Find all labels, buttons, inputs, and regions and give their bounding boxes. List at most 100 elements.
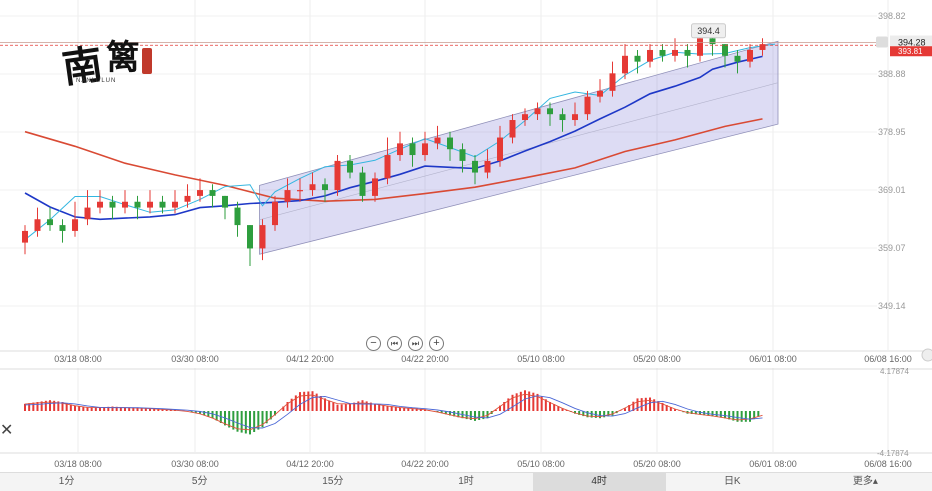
indicator-top-label: 4.17874 [880, 367, 909, 376]
y-tick-label: 388.88 [878, 69, 906, 79]
candle [684, 44, 691, 68]
candle [672, 38, 678, 62]
candle-body [684, 49, 691, 56]
period-tab-3[interactable]: 1时 [458, 476, 474, 487]
indicator-x-tick-label: 03/18 08:00 [54, 459, 102, 469]
candle [247, 225, 253, 266]
candle-body [47, 219, 53, 226]
candle-body [309, 184, 316, 191]
candle [434, 125, 441, 150]
candle-body [722, 44, 728, 56]
candle-body [609, 73, 616, 91]
candle-body [247, 225, 253, 249]
candle-body [697, 38, 703, 56]
next-button[interactable]: ⏭ [408, 336, 423, 351]
candle-body [159, 201, 166, 208]
candle [34, 207, 41, 237]
candle [97, 190, 103, 214]
candle-body [534, 108, 541, 115]
candle [372, 172, 378, 202]
candle-body [222, 195, 228, 208]
candle [84, 190, 91, 226]
candle [297, 178, 303, 202]
candle [509, 114, 516, 144]
candle-body [647, 49, 653, 62]
candle-body [709, 38, 716, 45]
price-chart[interactable]: 349.14 359.07 369.01 378.95 388.88 398.82 03/1… [0, 0, 932, 472]
candle [659, 44, 666, 62]
candle [284, 178, 291, 208]
candle-body [259, 225, 266, 249]
logo-glyph-2: 篱 [106, 38, 140, 78]
candle [522, 108, 528, 126]
candle [422, 131, 428, 161]
candle [409, 137, 416, 167]
indicator-x-tick-label: 06/08 16:00 [864, 459, 912, 469]
candle [334, 155, 341, 196]
candle-body [547, 108, 553, 115]
candle-body [34, 219, 41, 231]
candle [209, 184, 216, 208]
candle-body [759, 44, 766, 50]
candle [572, 102, 578, 126]
candle-body [59, 225, 66, 231]
candle-body [322, 184, 328, 191]
candle [272, 195, 278, 231]
period-tab-4[interactable]: 4时 [532, 473, 666, 491]
macd-dif-line [24, 393, 763, 431]
peak-label: 394.4 [697, 26, 720, 36]
candle-body [284, 190, 291, 202]
ma-medium-line [24, 55, 763, 221]
period-bar: 1分 5分 15分 1时 4时 日K 更多▴ [0, 472, 932, 491]
channel-midline [259, 82, 779, 221]
period-tab-1[interactable]: 5分 [191, 476, 208, 487]
candle-body [559, 114, 566, 121]
prev-button[interactable]: ⏮ [387, 336, 402, 351]
indicator-x-tick-label: 03/30 08:00 [171, 459, 219, 469]
candle-body [459, 149, 466, 161]
trend-channel [259, 40, 779, 255]
candle [597, 79, 603, 103]
candle-body [97, 201, 103, 208]
candle [222, 195, 228, 220]
y-tick-label: 378.95 [878, 127, 906, 137]
candle-body [472, 160, 478, 173]
indicator-x-tick-label: 05/10 08:00 [517, 459, 565, 469]
y-tick-label: 369.01 [878, 185, 906, 195]
candle-body [147, 201, 153, 208]
indicator-bottom-label: -4.17874 [877, 449, 909, 458]
x-tick-label: 04/22 20:00 [401, 354, 449, 364]
candle [197, 178, 203, 202]
y-tick-label: 398.82 [878, 11, 906, 21]
period-tab-6[interactable]: 更多▴ [852, 476, 878, 487]
x-tick-label: 06/08 16:00 [864, 354, 912, 364]
candle [722, 44, 728, 68]
y-tick-label: 349.14 [878, 301, 906, 311]
candle [122, 190, 128, 214]
period-tab-0[interactable]: 1分 [58, 476, 75, 487]
candle-body [22, 230, 28, 243]
candle [584, 90, 591, 121]
candle [347, 155, 353, 179]
candle [609, 61, 616, 97]
macd-dea-line [24, 395, 763, 429]
scroll-handle-icon [921, 348, 932, 362]
candle-body [197, 190, 203, 196]
candle [647, 44, 653, 68]
price-tag-icon [876, 36, 888, 48]
candle [322, 178, 328, 202]
period-tab-2[interactable]: 15分 [322, 476, 344, 487]
candle-body [497, 137, 503, 161]
period-tab-5[interactable]: 日K [723, 476, 741, 487]
x-tick-label: 05/10 08:00 [517, 354, 565, 364]
zoom-in-button[interactable]: + [429, 336, 444, 351]
x-tick-label: 04/12 20:00 [286, 354, 334, 364]
candle-body [672, 49, 678, 56]
logo-seal [142, 48, 152, 74]
zoom-out-button[interactable]: − [366, 336, 381, 351]
x-tick-label: 03/18 08:00 [54, 354, 102, 364]
candle [172, 190, 178, 214]
candle [309, 172, 316, 196]
candle-body [422, 143, 428, 156]
close-icon[interactable]: ✕ [0, 422, 14, 439]
